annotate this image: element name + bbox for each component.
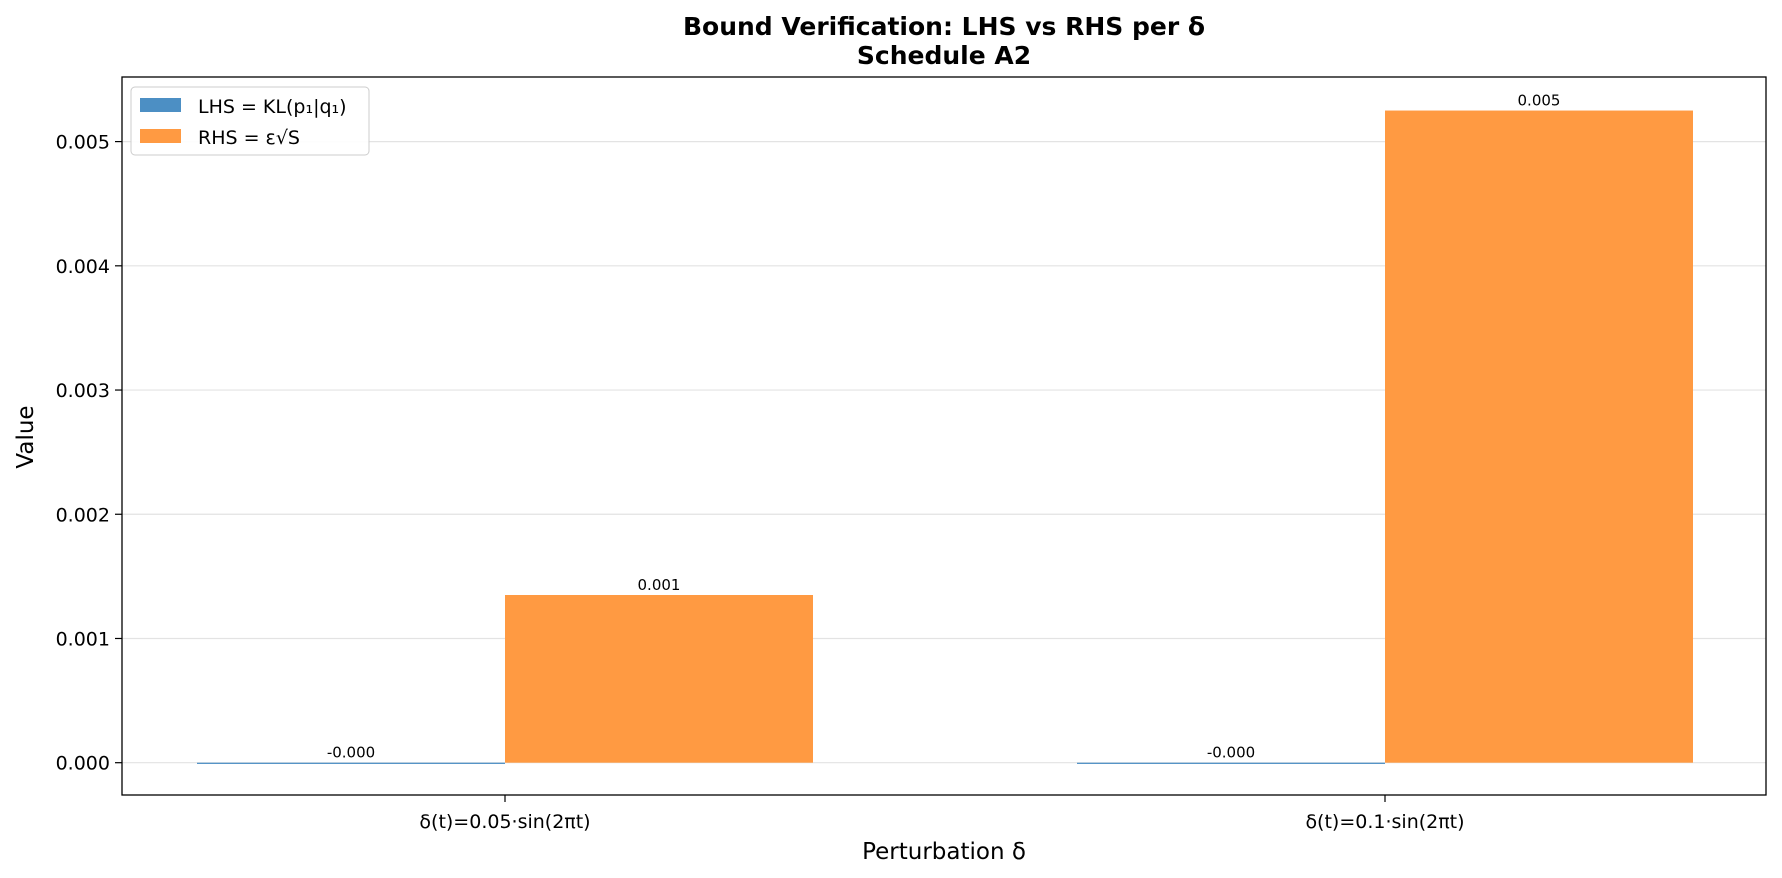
data-label: 0.005 [1518, 92, 1561, 110]
legend-box [130, 86, 370, 156]
bars [197, 110, 1693, 764]
bar-lhs [197, 762, 505, 764]
y-tick-label: 0.003 [56, 380, 110, 402]
data-label: 0.001 [638, 576, 681, 594]
data-label: -0.000 [327, 744, 375, 762]
y-axis-ticks: 0.000 0.001 0.002 0.003 0.004 0.005 [56, 132, 122, 775]
bar-rhs [505, 595, 813, 763]
x-tick-label: δ(t)=0.1·sin(2πt) [1305, 811, 1464, 833]
data-labels: -0.000 0.001 -0.000 0.005 [327, 92, 1561, 762]
legend-label-rhs: RHS = ε√S [198, 127, 300, 149]
chart-title: Bound Verification: LHS vs RHS per δ [683, 12, 1205, 41]
y-axis-label: Value [13, 405, 39, 468]
y-tick-label: 0.000 [56, 753, 110, 775]
plot-frame [121, 76, 1767, 796]
x-axis-label: Perturbation δ [862, 839, 1026, 865]
y-tick-label: 0.005 [56, 132, 110, 154]
bar-rhs [1385, 110, 1693, 763]
y-tick-label: 0.002 [56, 504, 110, 526]
chart-subtitle: Schedule A2 [857, 41, 1031, 70]
x-axis-ticks: δ(t)=0.05·sin(2πt) δ(t)=0.1·sin(2πt) [419, 795, 1465, 833]
y-tick-label: 0.001 [56, 628, 110, 650]
legend-swatch-lhs [140, 98, 181, 112]
legend-swatch-rhs [140, 129, 181, 143]
x-tick-label: δ(t)=0.05·sin(2πt) [419, 811, 590, 833]
data-label: -0.000 [1207, 744, 1255, 762]
y-tick-label: 0.004 [56, 256, 110, 278]
legend: LHS = KL(p₁|q₁) RHS = ε√S [130, 86, 370, 156]
bar-lhs [1077, 762, 1385, 764]
legend-label-lhs: LHS = KL(p₁|q₁) [198, 96, 347, 118]
